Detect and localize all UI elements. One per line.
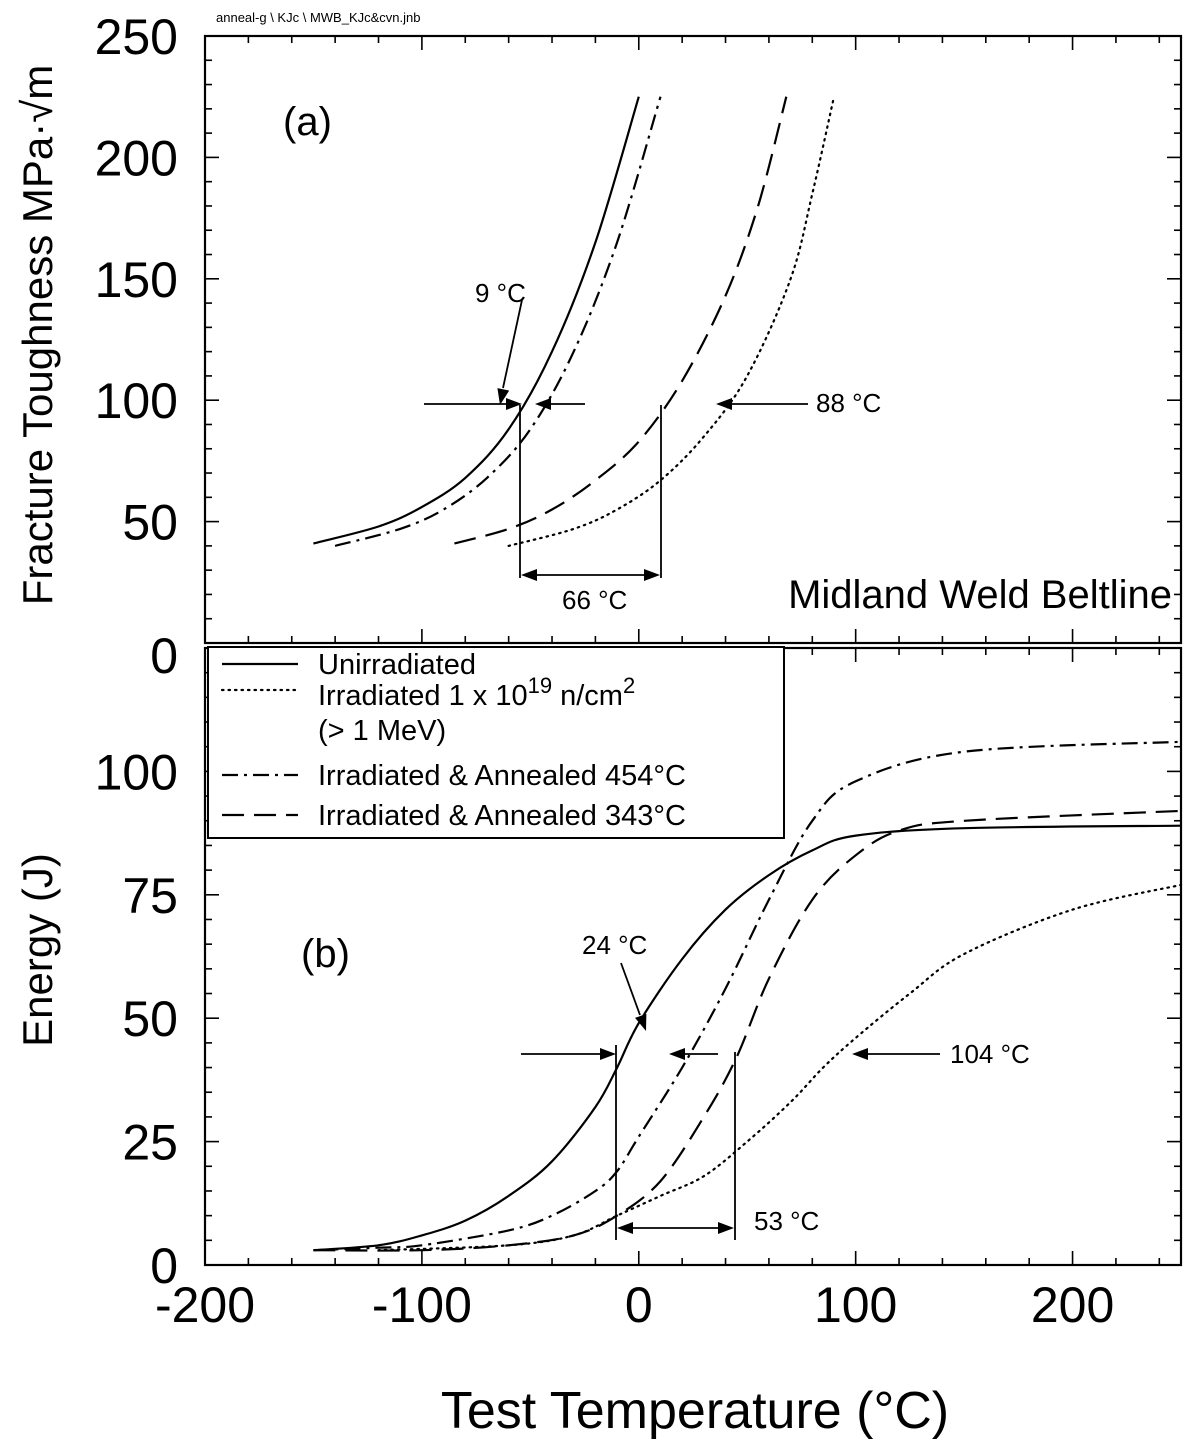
- arrowhead-a-left: [506, 398, 522, 410]
- annotation-66c: 66 °C: [562, 585, 627, 615]
- y-tick-label-b: 100: [95, 744, 178, 800]
- arrowhead-9c: [497, 388, 510, 405]
- legend-label-irradiated: Irradiated 1 x 1019 n/cm2: [318, 673, 635, 713]
- y-tick-label-b: 25: [122, 1115, 178, 1171]
- series-line-annealed-454-b: [313, 740, 1182, 1252]
- annotation-24c: 24 °C: [582, 930, 647, 960]
- legend-label-irradiated-line2: (> 1 MeV): [318, 715, 446, 747]
- arrowhead-104c: [852, 1048, 868, 1060]
- y-axis-label-b: Energy (J): [14, 853, 61, 1047]
- y-axis-label-a: Fracture Toughness MPa·√m: [14, 65, 61, 605]
- series-group-b: [313, 740, 1183, 1252]
- y-tick-label-a: 0: [150, 628, 178, 684]
- y-tick-label-b: 0: [150, 1238, 178, 1294]
- series-line-irradiated-a: [507, 95, 836, 547]
- annotation-88c: 88 °C: [816, 388, 881, 418]
- arrowhead-66c-right: [644, 569, 660, 581]
- x-tick-label: 100: [814, 1277, 897, 1333]
- arrowhead-53c-right: [718, 1222, 734, 1234]
- arrowhead-24c: [635, 1013, 647, 1031]
- legend-label-annealed-454: Irradiated & Annealed 454°C: [318, 760, 686, 792]
- x-tick-label: 200: [1031, 1277, 1114, 1333]
- y-tick-label-b: 75: [122, 868, 178, 924]
- panel-label-b: (b): [301, 932, 350, 976]
- y-tick-label-b: 50: [122, 991, 178, 1047]
- legend: Unirradiated Irradiated 1 x 1019 n/cm2 (…: [207, 646, 785, 839]
- annotation-9c: 9 °C: [475, 278, 526, 308]
- series-line-annealed-343-a: [454, 96, 788, 545]
- arrowhead-a-right: [535, 398, 551, 410]
- plot-frame-a: [203, 34, 1183, 645]
- axes-group: -200 -100 0 100 200 0 50 100 150 200 250 0 25 50 75 100: [95, 9, 1183, 1333]
- arrowhead-66c-left: [521, 569, 537, 581]
- legend-label-unirradiated: Unirradiated: [318, 649, 476, 681]
- file-tag: anneal-g \ KJc \ MWB_KJc&cvn.jnb: [216, 10, 420, 25]
- legend-label-annealed-343: Irradiated & Annealed 343°C: [318, 800, 686, 832]
- y-tick-label-a: 50: [122, 495, 178, 551]
- series-line-annealed-343-b: [313, 809, 1182, 1252]
- x-tick-label: -200: [155, 1277, 255, 1333]
- arrowhead-53c-left: [617, 1222, 633, 1234]
- series-line-unirradiated-b: [313, 824, 1182, 1252]
- series-group-a: [313, 95, 836, 547]
- annotation-53c: 53 °C: [754, 1206, 819, 1236]
- y-tick-label-a: 200: [95, 130, 178, 186]
- annotation-104c: 104 °C: [950, 1039, 1030, 1069]
- x-tick-label: -100: [372, 1277, 472, 1333]
- panel-label-a: (a): [283, 100, 332, 144]
- arrowhead-b-right: [669, 1048, 685, 1060]
- series-line-irradiated-b: [377, 883, 1183, 1252]
- annotation-marks: [424, 299, 940, 1240]
- series-line-annealed-454-a: [334, 96, 662, 547]
- arrow-shaft-24c: [620, 962, 641, 1016]
- x-axis-label: Test Temperature (°C): [441, 1382, 949, 1440]
- arrow-shaft-9c: [502, 299, 523, 389]
- panel-title-a: Midland Weld Beltline: [788, 573, 1172, 617]
- series-line-unirradiated-a: [313, 96, 640, 545]
- y-tick-label-a: 100: [95, 373, 178, 429]
- arrowhead-b-left: [600, 1048, 616, 1060]
- x-tick-label: 0: [625, 1277, 653, 1333]
- y-tick-label-a: 250: [95, 9, 178, 65]
- y-tick-label-a: 150: [95, 252, 178, 308]
- arrowhead-88c: [716, 398, 732, 410]
- legend-box: [207, 646, 785, 839]
